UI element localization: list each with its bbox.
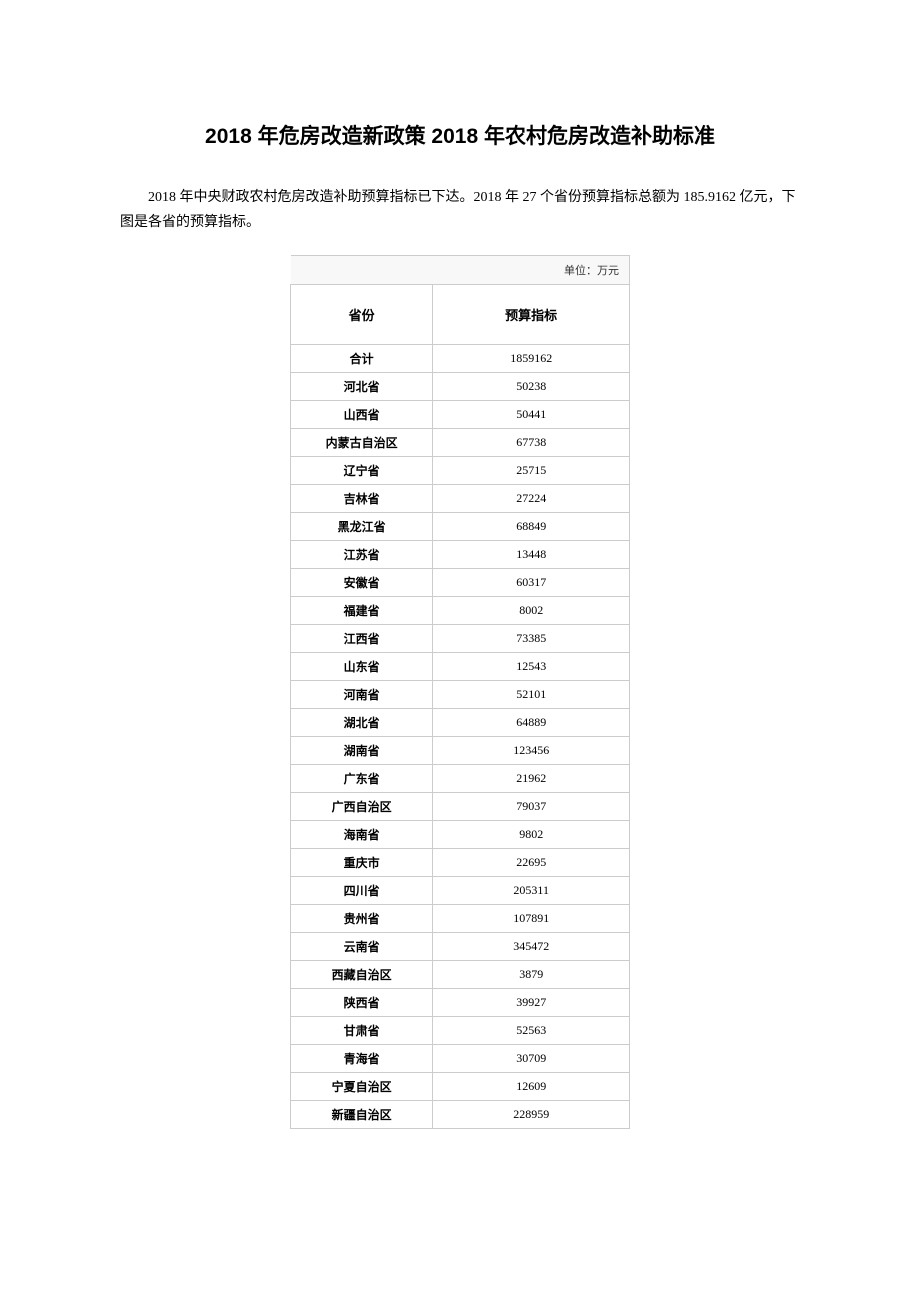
value-cell: 228959 (433, 1101, 630, 1129)
value-cell: 8002 (433, 597, 630, 625)
province-cell: 青海省 (291, 1045, 433, 1073)
value-cell: 52101 (433, 681, 630, 709)
value-cell: 9802 (433, 821, 630, 849)
value-cell: 345472 (433, 933, 630, 961)
province-cell: 江西省 (291, 625, 433, 653)
value-cell: 73385 (433, 625, 630, 653)
value-cell: 67738 (433, 429, 630, 457)
table-row: 海南省9802 (291, 821, 630, 849)
header-province: 省份 (291, 285, 433, 345)
table-row: 宁夏自治区12609 (291, 1073, 630, 1101)
table-row: 湖南省123456 (291, 737, 630, 765)
table-row: 吉林省27224 (291, 485, 630, 513)
table-row: 重庆市22695 (291, 849, 630, 877)
table-row: 安徽省60317 (291, 569, 630, 597)
table-row: 江苏省13448 (291, 541, 630, 569)
value-cell: 50238 (433, 373, 630, 401)
value-cell: 21962 (433, 765, 630, 793)
value-cell: 79037 (433, 793, 630, 821)
province-cell: 甘肃省 (291, 1017, 433, 1045)
province-cell: 四川省 (291, 877, 433, 905)
value-cell: 12609 (433, 1073, 630, 1101)
province-cell: 江苏省 (291, 541, 433, 569)
intro-paragraph: 2018 年中央财政农村危房改造补助预算指标已下达。2018 年 27 个省份预… (120, 185, 800, 235)
unit-cell: 单位：万元 (291, 256, 630, 285)
province-cell: 广西自治区 (291, 793, 433, 821)
value-cell: 13448 (433, 541, 630, 569)
unit-row: 单位：万元 (291, 256, 630, 285)
province-cell: 重庆市 (291, 849, 433, 877)
value-cell: 205311 (433, 877, 630, 905)
table-row: 山西省50441 (291, 401, 630, 429)
table-row: 山东省12543 (291, 653, 630, 681)
table-row: 福建省8002 (291, 597, 630, 625)
value-cell: 68849 (433, 513, 630, 541)
value-cell: 3879 (433, 961, 630, 989)
value-cell: 50441 (433, 401, 630, 429)
province-cell: 湖北省 (291, 709, 433, 737)
province-cell: 山东省 (291, 653, 433, 681)
table-row: 陕西省39927 (291, 989, 630, 1017)
province-cell: 黑龙江省 (291, 513, 433, 541)
value-cell: 30709 (433, 1045, 630, 1073)
value-cell: 107891 (433, 905, 630, 933)
province-cell: 云南省 (291, 933, 433, 961)
province-cell: 宁夏自治区 (291, 1073, 433, 1101)
document-title: 2018 年危房改造新政策 2018 年农村危房改造补助标准 (120, 120, 800, 150)
table-row: 云南省345472 (291, 933, 630, 961)
table-row: 河南省52101 (291, 681, 630, 709)
table-row: 河北省50238 (291, 373, 630, 401)
province-cell: 海南省 (291, 821, 433, 849)
province-cell: 河南省 (291, 681, 433, 709)
table-row: 湖北省64889 (291, 709, 630, 737)
total-label: 合计 (291, 345, 433, 373)
table-row: 新疆自治区228959 (291, 1101, 630, 1129)
budget-table: 单位：万元 省份 预算指标 合计 1859162 河北省50238山西省5044… (290, 255, 630, 1129)
table-row: 甘肃省52563 (291, 1017, 630, 1045)
value-cell: 12543 (433, 653, 630, 681)
header-row: 省份 预算指标 (291, 285, 630, 345)
table-row: 西藏自治区3879 (291, 961, 630, 989)
table-row: 内蒙古自治区67738 (291, 429, 630, 457)
value-cell: 52563 (433, 1017, 630, 1045)
table-container: 单位：万元 省份 预算指标 合计 1859162 河北省50238山西省5044… (120, 255, 800, 1129)
value-cell: 25715 (433, 457, 630, 485)
province-cell: 辽宁省 (291, 457, 433, 485)
table-row: 江西省73385 (291, 625, 630, 653)
table-row: 青海省30709 (291, 1045, 630, 1073)
total-value: 1859162 (433, 345, 630, 373)
province-cell: 新疆自治区 (291, 1101, 433, 1129)
value-cell: 64889 (433, 709, 630, 737)
table-row: 黑龙江省68849 (291, 513, 630, 541)
province-cell: 内蒙古自治区 (291, 429, 433, 457)
table-row: 广东省21962 (291, 765, 630, 793)
header-budget: 预算指标 (433, 285, 630, 345)
province-cell: 广东省 (291, 765, 433, 793)
value-cell: 22695 (433, 849, 630, 877)
table-row: 广西自治区79037 (291, 793, 630, 821)
table-row: 辽宁省25715 (291, 457, 630, 485)
province-cell: 贵州省 (291, 905, 433, 933)
province-cell: 西藏自治区 (291, 961, 433, 989)
value-cell: 27224 (433, 485, 630, 513)
total-row: 合计 1859162 (291, 345, 630, 373)
province-cell: 河北省 (291, 373, 433, 401)
province-cell: 湖南省 (291, 737, 433, 765)
province-cell: 福建省 (291, 597, 433, 625)
province-cell: 吉林省 (291, 485, 433, 513)
province-cell: 陕西省 (291, 989, 433, 1017)
table-row: 四川省205311 (291, 877, 630, 905)
province-cell: 安徽省 (291, 569, 433, 597)
table-row: 贵州省107891 (291, 905, 630, 933)
value-cell: 123456 (433, 737, 630, 765)
value-cell: 60317 (433, 569, 630, 597)
province-cell: 山西省 (291, 401, 433, 429)
value-cell: 39927 (433, 989, 630, 1017)
